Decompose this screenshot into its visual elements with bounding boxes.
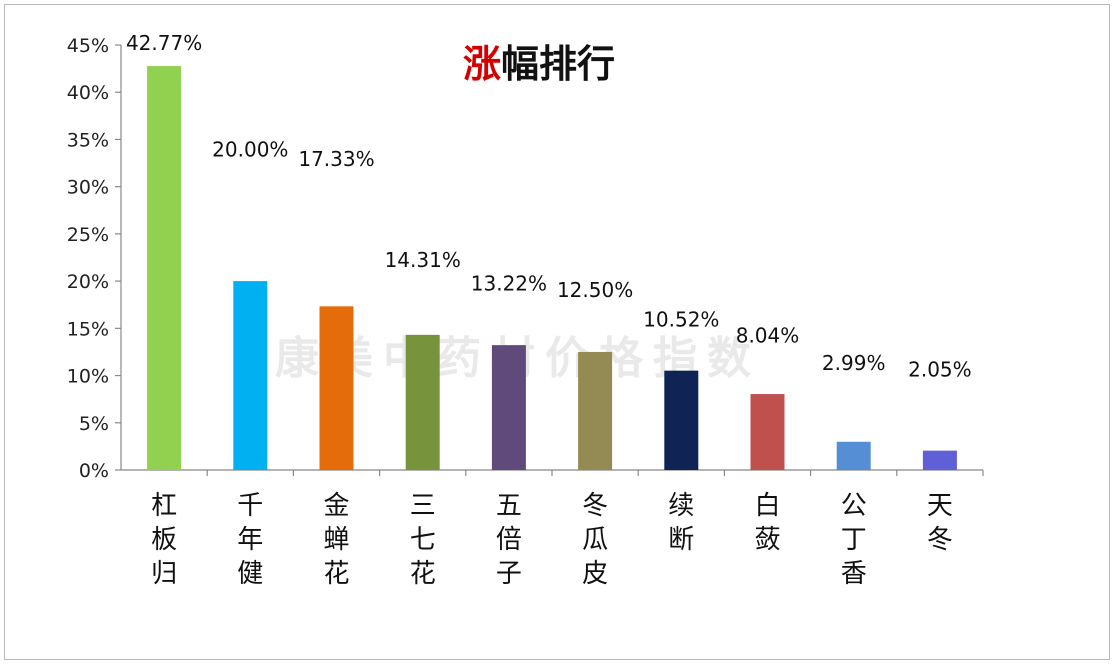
data-label: 42.77%	[126, 31, 202, 55]
category-char: 花	[323, 559, 349, 589]
bar	[750, 394, 785, 470]
category-char: 三	[410, 491, 436, 521]
category-label: 公丁香	[841, 491, 867, 589]
data-label: 14.31%	[385, 248, 461, 272]
data-label: 2.05%	[908, 358, 972, 382]
category-char: 香	[841, 559, 867, 589]
category-char: 五	[496, 491, 522, 521]
y-tick-label: 20%	[67, 271, 109, 293]
y-tick-label: 30%	[67, 177, 109, 199]
category-char: 花	[410, 559, 436, 589]
data-label: 17.33%	[298, 147, 374, 171]
category-label: 白蔹	[754, 491, 780, 555]
category-char: 天	[927, 491, 953, 521]
bars	[147, 66, 957, 471]
bar	[836, 441, 871, 470]
y-tick-label: 10%	[67, 366, 109, 388]
category-char: 冬	[582, 491, 608, 521]
category-label: 千年健	[237, 491, 263, 589]
category-char: 瓜	[582, 525, 608, 555]
category-char: 丁	[841, 525, 867, 555]
category-char: 归	[151, 559, 177, 589]
y-tick-label: 5%	[79, 413, 109, 435]
bar	[405, 334, 440, 470]
category-char: 续	[668, 491, 694, 521]
axes: 0% 5% 10% 15% 20% 25% 30% 35% 40% 45%	[67, 35, 984, 482]
category-label: 金蝉花	[323, 491, 349, 589]
category-label: 冬瓜皮	[582, 491, 608, 589]
y-tick-label: 0%	[79, 460, 109, 482]
data-labels: 42.77% 20.00% 17.33% 14.31% 13.22% 12.50% 10.5…	[126, 31, 972, 381]
category-label: 三七花	[410, 491, 436, 589]
category-label: 杠板归	[151, 491, 177, 589]
bar	[147, 66, 182, 471]
category-char: 年	[237, 525, 263, 555]
bar	[664, 370, 699, 470]
data-label: 10.52%	[643, 307, 719, 331]
y-tick-label: 45%	[67, 35, 109, 57]
category-char: 白	[754, 491, 780, 521]
chart-title: 涨幅排行	[463, 42, 615, 86]
category-char: 公	[841, 491, 867, 521]
category-char: 健	[237, 559, 263, 589]
category-char: 子	[496, 559, 522, 589]
category-char: 板	[151, 525, 177, 555]
category-label: 天冬	[927, 491, 953, 555]
bar	[922, 450, 957, 470]
category-char: 金	[323, 491, 349, 521]
category-label: 五倍子	[496, 491, 522, 589]
data-label: 12.50%	[557, 278, 633, 302]
category-label: 续断	[668, 491, 694, 555]
category-char: 蔹	[754, 525, 780, 555]
category-char: 冬	[927, 525, 953, 555]
category-char: 杠	[151, 491, 177, 521]
category-char: 断	[668, 525, 694, 555]
y-tick-label: 40%	[67, 82, 109, 104]
bar-chart: 康美中药材价格指数 涨幅排行 0%5%10%15%20%25%30%35%40%…	[67, 31, 984, 589]
y-tick-label: 15%	[67, 318, 109, 340]
data-label: 8.04%	[736, 324, 800, 348]
data-label: 2.99%	[822, 351, 886, 375]
category-char: 七	[410, 525, 436, 555]
category-char: 千	[237, 491, 263, 521]
chart-title-highlight: 涨	[463, 42, 501, 86]
chart-title-rest: 幅排行	[501, 42, 615, 86]
data-label: 20.00%	[212, 137, 288, 161]
bar	[578, 351, 613, 470]
data-label: 13.22%	[471, 272, 547, 296]
category-char: 蝉	[323, 525, 349, 555]
bar	[491, 345, 526, 470]
bar	[319, 306, 354, 470]
bar	[233, 281, 268, 470]
y-tick-label: 35%	[67, 129, 109, 151]
chart-frame: 康美中药材价格指数 涨幅排行 0%5%10%15%20%25%30%35%40%…	[4, 4, 1110, 660]
category-char: 倍	[496, 525, 522, 555]
category-char: 皮	[582, 559, 608, 589]
y-tick-label: 25%	[67, 224, 109, 246]
